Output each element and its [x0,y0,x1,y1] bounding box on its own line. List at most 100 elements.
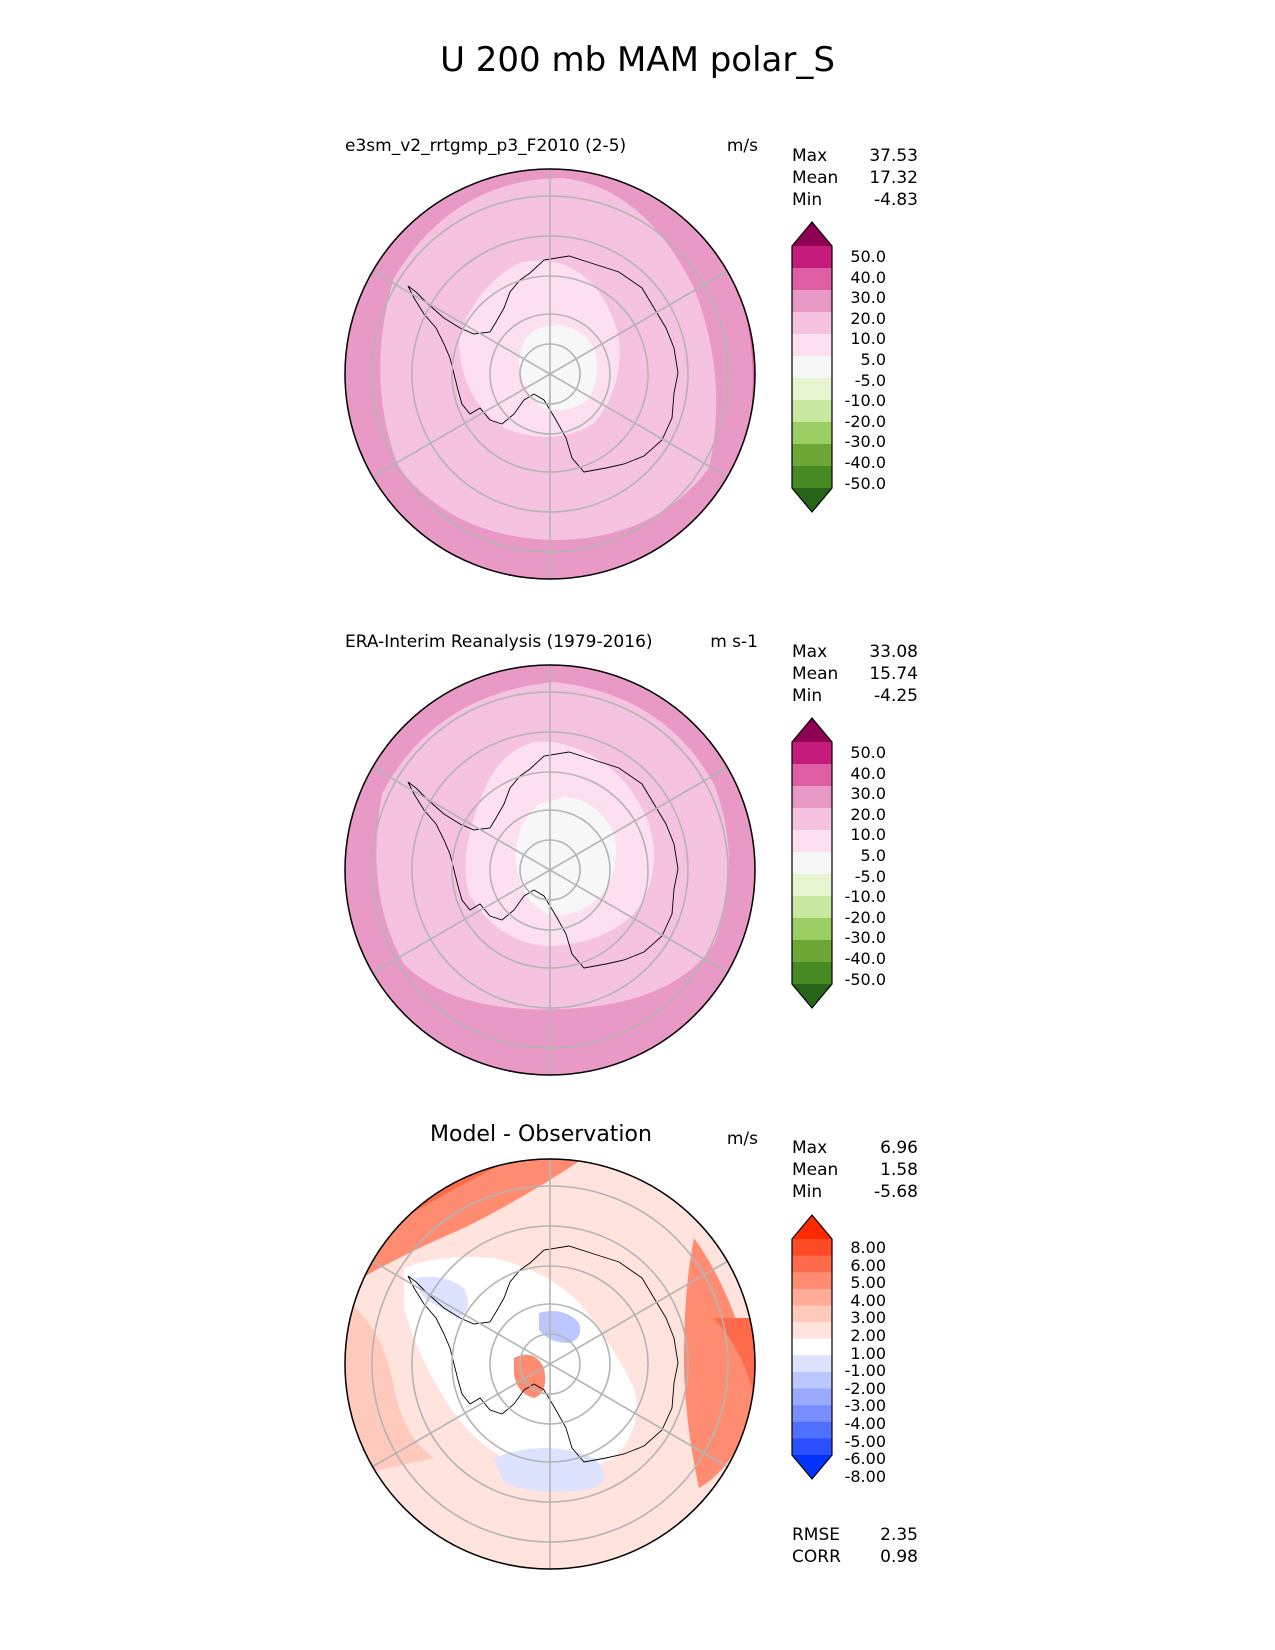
panel-test-map [344,168,756,580]
graticule [371,664,729,1076]
colorbar-segment [792,1288,832,1307]
panel-reference-max-label: Max [792,642,828,662]
colorbar-segment [792,378,832,401]
colorbar-segment [792,1272,832,1290]
colorbar-segment [792,962,832,985]
antarctic-coastline [407,255,679,473]
colorbar-segment [792,984,832,1008]
colorbar-segment [792,940,832,963]
panel-difference-corr-label: CORR [792,1547,841,1567]
panel-reference-min-label: Min [792,686,823,706]
colorbar-outline [791,221,833,513]
tick-label: 10.0 [850,329,886,349]
colorbar-segment [792,400,832,423]
panel-difference-rmse-value: 2.35 [880,1525,918,1545]
contour-band-2-3-west [345,1298,434,1478]
tick-label: 30.0 [850,288,886,308]
panel-reference-min-value: -4.25 [874,686,918,706]
tick-label: -30.0 [844,928,886,948]
tick-label: 5.0 [860,846,886,865]
antarctic-coastline [407,751,679,969]
map-boundary [344,664,756,1076]
colorbar-segment [792,488,832,512]
panel-test-mean-value: 17.32 [869,168,918,188]
tick-label: 5.0 [860,350,886,369]
colorbar-segment [792,918,832,941]
colorbar-segment [792,808,832,831]
colorbar-segment [792,764,832,787]
tick-label: 40.0 [850,763,886,783]
colorbar-segment [792,1371,832,1390]
colorbar-segment [792,1438,832,1456]
panel-reference-map [344,664,756,1076]
tick-label: -40.0 [844,949,886,968]
panel-reference-max-value: 33.08 [869,642,918,662]
tick-label: -2.00 [844,1378,886,1398]
tick-label: 4.00 [850,1290,886,1310]
tick-label: 5.00 [850,1273,886,1293]
tick-label: 10.0 [850,825,886,845]
panel-reference-mean-label: Mean [792,664,839,684]
panel-difference-mean-value: 1.58 [880,1160,918,1180]
colorbar-segment [792,1338,832,1356]
tick-label: -30.0 [844,432,886,452]
colorbar-segment [792,718,832,742]
graticule [371,168,729,580]
tick-label: -20.0 [844,907,886,927]
colorbar-segment [792,1255,832,1273]
tick-label: 50.0 [850,247,886,266]
tick-label: 40.0 [850,267,886,287]
tick-label: 2.00 [850,1326,886,1345]
colorbar-segment [792,1239,832,1257]
colorbar-segment [792,356,832,379]
panel-test-title: e3sm_v2_rrtgmp_p3_F2010 (2-5) [345,136,627,156]
panel-difference-title: Model - Observation [430,1122,652,1147]
panel-reference-mean-value: 15.74 [869,664,918,684]
colorbar-segment [792,1388,832,1406]
contour-band-5-6-east [714,1318,755,1408]
tick-label: -50.0 [844,969,886,989]
colorbar-segment [792,874,832,897]
panel-difference-colorbar [791,1214,833,1480]
tick-label: 6.00 [850,1255,886,1275]
colorbar-segment [792,312,832,335]
tick-label: -4.00 [844,1414,886,1433]
colorbar-segment [792,1305,832,1323]
colorbar-segment [792,1322,832,1340]
tick-label: -50.0 [844,473,886,493]
colorbar-segment [792,290,832,313]
panel-reference-units: m s-1 [710,632,758,652]
panel-difference-corr-value: 0.98 [880,1547,918,1567]
tick-label: -10.0 [844,887,886,907]
tick-label: -3.00 [844,1396,886,1416]
tick-label: 3.00 [850,1308,886,1328]
colorbar-segment [792,1421,832,1439]
colorbar-segment [792,1355,832,1373]
colorbar-outline [791,1214,833,1480]
panel-test-max-value: 37.53 [869,146,918,166]
panel-test-mean-label: Mean [792,168,839,188]
colorbar-segment [792,852,832,875]
map-boundary [344,168,756,580]
colorbar-segment [792,830,832,853]
colorbar-segment [792,1405,832,1423]
colorbar-outline [791,717,833,1009]
colorbar-segment [792,268,832,291]
panel-difference-min-label: Min [792,1182,823,1202]
colorbar-segment [792,334,832,357]
tick-label: -1.00 [844,1361,886,1381]
panel-difference-mean-label: Mean [792,1160,839,1180]
panel-reference-colorbar [791,717,833,1009]
colorbar-segment [792,222,832,246]
tick-label: -20.0 [844,411,886,431]
panel-reference-title: ERA-Interim Reanalysis (1979-2016) [345,632,653,652]
tick-label: -8.00 [844,1466,886,1486]
colorbar-segment [792,1215,832,1239]
contour-band-neg1-neg2-peninsula [414,1276,468,1318]
colorbar-segment [792,1455,832,1479]
panel-test-min-label: Min [792,190,823,210]
panel-difference-map [344,1158,756,1570]
colorbar-segment [792,786,832,809]
panel-difference-max-value: 6.96 [880,1138,918,1158]
map-boundary [344,1158,756,1570]
